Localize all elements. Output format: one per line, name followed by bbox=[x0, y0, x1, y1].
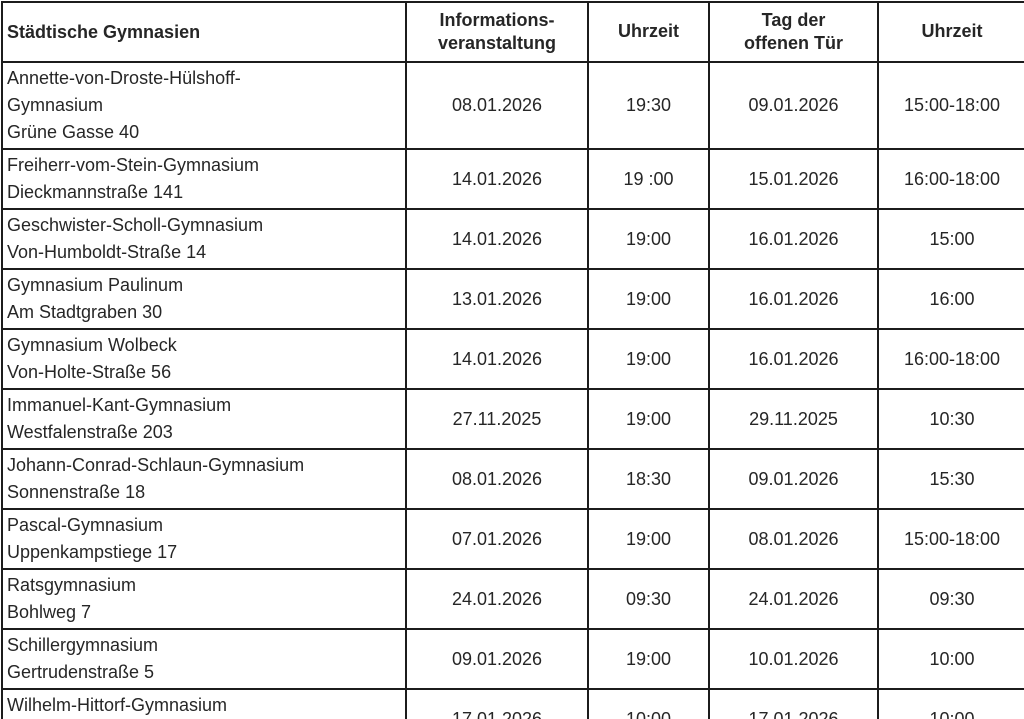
school-name-cell: Immanuel-Kant-Gymnasium Westfalenstraße … bbox=[1, 388, 407, 450]
open-date-cell: 17.01.2026 bbox=[708, 688, 879, 719]
info-date-cell: 07.01.2026 bbox=[405, 508, 589, 570]
info-date-cell: 13.01.2026 bbox=[405, 268, 589, 330]
school-name-cell: Wilhelm-Hittorf-Gymnasium Prinz-Eugen-St… bbox=[1, 688, 407, 719]
open-time-cell: 15:00-18:00 bbox=[877, 508, 1024, 570]
header-cell-schools: Städtische Gymnasien bbox=[1, 1, 407, 63]
school-name-cell: Schillergymnasium Gertrudenstraße 5 bbox=[1, 628, 407, 690]
info-date-cell: 08.01.2026 bbox=[405, 61, 589, 150]
open-time-cell: 16:00-18:00 bbox=[877, 148, 1024, 210]
school-name-cell: Pascal-Gymnasium Uppenkampstiege 17 bbox=[1, 508, 407, 570]
open-time-cell: 10:00 bbox=[877, 628, 1024, 690]
info-date-cell: 14.01.2026 bbox=[405, 148, 589, 210]
open-date-cell: 16.01.2026 bbox=[708, 268, 879, 330]
info-time-cell: 19:00 bbox=[587, 628, 710, 690]
header-row: Städtische Gymnasien Informations- veran… bbox=[1, 1, 1024, 63]
table-row: Schillergymnasium Gertrudenstraße 5 09.0… bbox=[1, 628, 1024, 690]
table-row: Freiherr-vom-Stein-Gymnasium Dieckmannst… bbox=[1, 148, 1024, 210]
table-row: Gymnasium Wolbeck Von-Holte-Straße 56 14… bbox=[1, 328, 1024, 390]
info-date-cell: 09.01.2026 bbox=[405, 628, 589, 690]
school-name-cell: Annette-von-Droste-Hülshoff- Gymnasium G… bbox=[1, 61, 407, 150]
info-date-cell: 14.01.2026 bbox=[405, 208, 589, 270]
open-date-cell: 24.01.2026 bbox=[708, 568, 879, 630]
open-date-cell: 08.01.2026 bbox=[708, 508, 879, 570]
info-time-cell: 19:00 bbox=[587, 328, 710, 390]
info-time-cell: 09:30 bbox=[587, 568, 710, 630]
info-date-cell: 14.01.2026 bbox=[405, 328, 589, 390]
school-name-cell: Gymnasium Paulinum Am Stadtgraben 30 bbox=[1, 268, 407, 330]
table-body: Annette-von-Droste-Hülshoff- Gymnasium G… bbox=[1, 61, 1024, 719]
info-date-cell: 24.01.2026 bbox=[405, 568, 589, 630]
open-time-cell: 10:00 bbox=[877, 688, 1024, 719]
open-date-cell: 16.01.2026 bbox=[708, 328, 879, 390]
open-date-cell: 29.11.2025 bbox=[708, 388, 879, 450]
info-time-cell: 19 :00 bbox=[587, 148, 710, 210]
table-row: Immanuel-Kant-Gymnasium Westfalenstraße … bbox=[1, 388, 1024, 450]
table-row: Geschwister-Scholl-Gymnasium Von-Humbold… bbox=[1, 208, 1024, 270]
info-time-cell: 19:00 bbox=[587, 388, 710, 450]
info-time-cell: 19:00 bbox=[587, 508, 710, 570]
info-date-cell: 08.01.2026 bbox=[405, 448, 589, 510]
open-time-cell: 15:30 bbox=[877, 448, 1024, 510]
table-header: Städtische Gymnasien Informations- veran… bbox=[1, 1, 1024, 63]
header-cell-info-time: Uhrzeit bbox=[587, 1, 710, 63]
school-name-cell: Ratsgymnasium Bohlweg 7 bbox=[1, 568, 407, 630]
header-cell-open-day: Tag der offenen Tür bbox=[708, 1, 879, 63]
info-time-cell: 19:30 bbox=[587, 61, 710, 150]
open-date-cell: 16.01.2026 bbox=[708, 208, 879, 270]
table-row: Ratsgymnasium Bohlweg 7 24.01.2026 09:30… bbox=[1, 568, 1024, 630]
open-time-cell: 10:30 bbox=[877, 388, 1024, 450]
table-row: Gymnasium Paulinum Am Stadtgraben 30 13.… bbox=[1, 268, 1024, 330]
open-time-cell: 16:00-18:00 bbox=[877, 328, 1024, 390]
school-name-cell: Geschwister-Scholl-Gymnasium Von-Humbold… bbox=[1, 208, 407, 270]
school-name-cell: Freiherr-vom-Stein-Gymnasium Dieckmannst… bbox=[1, 148, 407, 210]
open-date-cell: 10.01.2026 bbox=[708, 628, 879, 690]
table-row: Wilhelm-Hittorf-Gymnasium Prinz-Eugen-St… bbox=[1, 688, 1024, 719]
header-cell-open-time: Uhrzeit bbox=[877, 1, 1024, 63]
open-date-cell: 09.01.2026 bbox=[708, 61, 879, 150]
open-time-cell: 16:00 bbox=[877, 268, 1024, 330]
table-row: Pascal-Gymnasium Uppenkampstiege 17 07.0… bbox=[1, 508, 1024, 570]
open-time-cell: 09:30 bbox=[877, 568, 1024, 630]
open-date-cell: 09.01.2026 bbox=[708, 448, 879, 510]
info-date-cell: 27.11.2025 bbox=[405, 388, 589, 450]
info-date-cell: 17.01.2026 bbox=[405, 688, 589, 719]
table-row: Annette-von-Droste-Hülshoff- Gymnasium G… bbox=[1, 61, 1024, 150]
school-name-cell: Gymnasium Wolbeck Von-Holte-Straße 56 bbox=[1, 328, 407, 390]
table-row: Johann-Conrad-Schlaun-Gymnasium Sonnenst… bbox=[1, 448, 1024, 510]
open-time-cell: 15:00-18:00 bbox=[877, 61, 1024, 150]
info-time-cell: 19:00 bbox=[587, 268, 710, 330]
header-cell-info-event: Informations- veranstaltung bbox=[405, 1, 589, 63]
info-time-cell: 19:00 bbox=[587, 208, 710, 270]
info-time-cell: 18:30 bbox=[587, 448, 710, 510]
open-date-cell: 15.01.2026 bbox=[708, 148, 879, 210]
school-name-cell: Johann-Conrad-Schlaun-Gymnasium Sonnenst… bbox=[1, 448, 407, 510]
info-time-cell: 10:00 bbox=[587, 688, 710, 719]
open-time-cell: 15:00 bbox=[877, 208, 1024, 270]
